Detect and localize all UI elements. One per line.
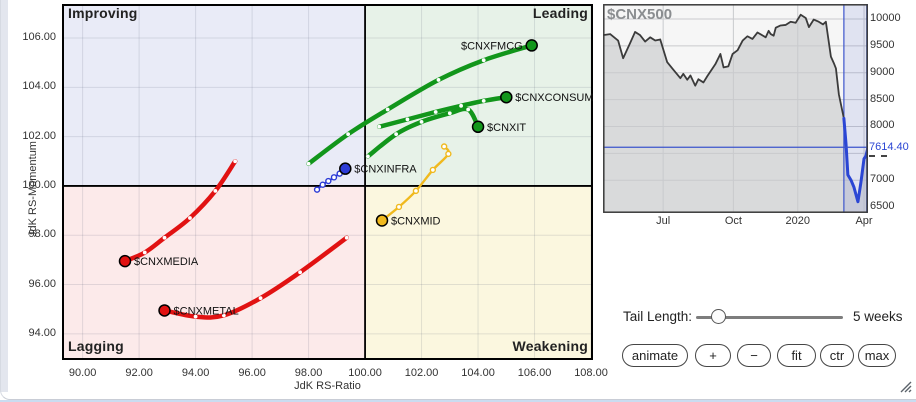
- rrg-tail-cnxfmcg: [306, 43, 534, 167]
- center-button[interactable]: ctr: [820, 344, 854, 367]
- tail-length-slider-thumb[interactable]: [711, 309, 726, 324]
- rrg-series-label: $CNXFMCG: [461, 40, 523, 52]
- rrg-series-label: $CNXMID: [391, 215, 441, 227]
- rrg-series-label: $CNXCONSUM: [515, 92, 593, 104]
- price-chart-symbol-title: $CNX500: [607, 6, 673, 23]
- window-left-edge: [0, 0, 8, 392]
- price-x-tick: Apr: [855, 215, 873, 227]
- rrg-dot-cnxinfra[interactable]: [339, 162, 352, 175]
- price-y-tick: 7000: [870, 173, 895, 186]
- quadrant-label-weakening: Weakening: [512, 338, 588, 354]
- rrg-tail-cnxmetal: [162, 235, 349, 320]
- rrg-y-tick: 100.00: [22, 178, 56, 191]
- price-y-tick: 10000: [870, 12, 901, 25]
- quadrant-label-leading: Leading: [532, 5, 588, 21]
- quadrant-label-lagging: Lagging: [68, 338, 124, 354]
- tail-length-slider-track[interactable]: [696, 316, 843, 319]
- tail-length-value: 5 weeks: [853, 309, 903, 324]
- rrg-y-tick: 102.00: [22, 129, 56, 142]
- quadrant-label-improving: Improving: [68, 5, 138, 21]
- rrg-x-tick: 102.00: [404, 367, 439, 379]
- rrg-dot-cnxmedia[interactable]: [118, 254, 132, 268]
- rrg-x-tick: 108.00: [574, 367, 608, 379]
- zoom-in-button[interactable]: +: [695, 344, 731, 367]
- resize-handle-icon[interactable]: [898, 379, 913, 394]
- zoom-out-button[interactable]: −: [737, 344, 771, 367]
- price-x-tick: Jul: [656, 215, 671, 227]
- rrg-x-tick: 104.00: [461, 367, 495, 379]
- price-chart[interactable]: [603, 4, 868, 213]
- price-y-tick: 8000: [870, 119, 895, 132]
- rrg-y-tick: 94.00: [28, 326, 56, 339]
- rrg-y-tick: 106.00: [22, 31, 56, 44]
- price-y-tick: 6500: [870, 200, 895, 213]
- tail-length-label: Tail Length:: [623, 309, 693, 324]
- rrg-dot-cnxit[interactable]: [471, 120, 485, 134]
- panel-divider: [0, 400, 916, 402]
- rrg-x-tick: 100.00: [348, 367, 382, 379]
- rrg-x-tick: 98.00: [294, 367, 323, 379]
- rrg-y-tick: 104.00: [22, 80, 56, 93]
- rrg-dot-cnxmid[interactable]: [375, 214, 389, 227]
- rrg-tail-cnxmedia: [122, 159, 238, 264]
- last-price-dash: [869, 155, 887, 157]
- rrg-series-label: $CNXIT: [487, 122, 526, 134]
- rrg-x-axis-title: JdK RS-Ratio: [294, 380, 361, 392]
- rrg-x-tick: 94.00: [181, 367, 210, 379]
- rrg-y-tick: 98.00: [28, 228, 56, 241]
- price-y-tick: 9000: [870, 65, 895, 78]
- maximize-button[interactable]: max: [858, 344, 896, 367]
- rrg-x-tick: 106.00: [517, 367, 552, 379]
- rrg-series-label: $CNXMETAL: [174, 305, 239, 317]
- rrg-dot-cnxmetal[interactable]: [158, 304, 171, 317]
- price-y-tick: 8500: [870, 92, 895, 105]
- rrg-dot-cnxconsum[interactable]: [500, 90, 513, 104]
- rrg-tail-cnxconsum: [376, 94, 509, 130]
- rrg-plot[interactable]: $CNXMEDIA $CNXMETAL $CNXINFRA $CNXMID $CNXIT…: [62, 4, 593, 360]
- rrg-y-tick: 96.00: [28, 277, 56, 290]
- rrg-x-tick: 92.00: [125, 367, 153, 379]
- rrg-x-tick: 96.00: [238, 367, 266, 379]
- rrg-series-label: $CNXMEDIA: [134, 256, 199, 268]
- last-price-label: 7614.40: [869, 141, 909, 154]
- price-y-tick: 9500: [870, 38, 895, 51]
- fit-button[interactable]: fit: [777, 344, 816, 367]
- rrg-dot-cnxfmcg[interactable]: [525, 39, 538, 52]
- price-x-tick: Oct: [724, 215, 742, 227]
- rrg-series-label: $CNXINFRA: [354, 164, 417, 176]
- rrg-x-tick: 90.00: [68, 367, 97, 379]
- price-x-tick: 2020: [785, 215, 810, 227]
- animate-button[interactable]: animate: [622, 344, 688, 367]
